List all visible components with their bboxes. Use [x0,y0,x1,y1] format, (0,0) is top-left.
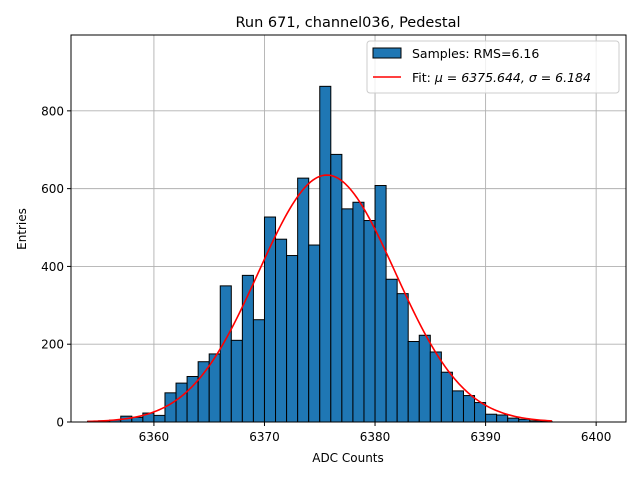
legend-box [366,40,620,94]
legend: Samples: RMS=6.16 Fit: μ = 6375.644, σ =… [366,40,620,94]
histogram-bar [418,334,431,423]
histogram-bar [252,319,265,423]
x-tick-label: 6380 [360,430,391,444]
legend-label-fit: Fit: μ = 6375.644, σ = 6.184 [412,70,591,85]
x-axis-label: ADC Counts [312,451,384,465]
plot-frame [70,34,627,423]
histogram-bar [374,185,387,423]
histogram-bar [352,201,365,423]
histogram-bar [219,285,232,423]
histogram-bar [440,371,453,423]
histogram-bar [429,351,442,423]
legend-fit-mu: μ = 6375.644, [434,70,529,85]
y-tick-label: 400 [41,260,64,274]
histogram-bar [297,177,310,423]
histogram-bar [330,153,343,423]
y-tick-label: 200 [41,338,64,352]
x-tick-label: 6360 [139,430,170,444]
histogram-bar [485,413,498,423]
histogram-bar [341,208,354,423]
x-axis-ticks: 6360 6370 6380 6390 6400 [139,422,612,444]
histogram-bar [286,255,299,423]
histogram-bar [363,220,376,423]
histogram-bar [319,85,332,423]
histogram-bar [462,395,476,423]
legend-swatch-samples [372,47,402,59]
histogram-bar [175,382,188,423]
histogram-bar [474,402,487,423]
histogram-bar [241,274,254,423]
legend-label-samples: Samples: RMS=6.16 [412,46,539,61]
y-tick-label: 600 [41,182,64,196]
histogram-bar [407,340,420,423]
y-tick-label: 800 [41,104,64,118]
x-tick-label: 6390 [470,430,501,444]
y-tick-label: 0 [56,416,64,430]
histogram-bar [164,392,177,423]
legend-fit-prefix: Fit: [412,70,435,85]
histogram-bar [396,293,409,423]
chart-title: Run 671, channel036, Pedestal [235,15,460,31]
histogram-bar [507,417,520,423]
y-axis-ticks: 0 200 400 600 800 [41,104,71,430]
histogram-bar [308,244,321,423]
histogram-bar [153,414,166,423]
x-tick-label: 6400 [581,430,612,444]
histogram-bar [230,339,243,423]
histogram-bar [496,414,509,423]
histogram-bar [186,375,199,423]
x-tick-label: 6370 [249,430,280,444]
histogram-bar [451,390,464,423]
fit-curve [87,174,552,423]
histogram-bar [197,361,210,423]
legend-fit-sigma: σ = 6.184 [529,70,591,85]
y-axis-label: Entries [15,208,29,250]
histogram-bars [87,85,553,423]
histogram-bar [385,278,398,423]
histogram-bar [275,238,288,423]
